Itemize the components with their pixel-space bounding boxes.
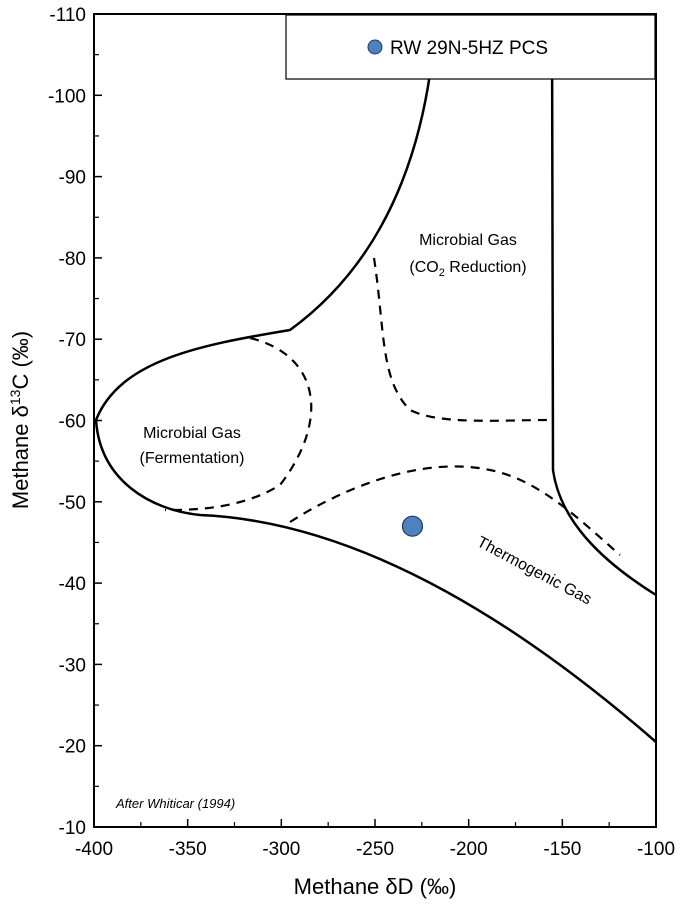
co2-label-line2: (CO2 Reduction) [409, 259, 526, 279]
y-tick-label: -110 [49, 5, 86, 26]
boundary-solid-right [550, 13, 657, 597]
tick-marks [93, 13, 657, 828]
y-tick-label: -100 [48, 86, 86, 107]
boundary-dashed-fermentation [164, 336, 313, 512]
co2-label-suffix: Reduction) [445, 259, 527, 276]
y-tick-label: -30 [59, 655, 86, 676]
x-tick-label: -300 [262, 839, 300, 860]
boundary-dashed-co2 [372, 257, 549, 422]
boundary-dashed-thermogenic [289, 465, 621, 556]
boundary-solid-outer [94, 13, 657, 743]
y-axis-title: Methane δ13C (‰) [7, 331, 33, 509]
data-point [401, 515, 424, 537]
y-tick-label: -80 [59, 249, 86, 270]
thermogenic-label: Thermogenic Gas [474, 534, 594, 609]
co2-label-prefix: (CO [409, 259, 438, 276]
co2-label-sub: 2 [439, 267, 445, 279]
plot-frame [93, 13, 657, 828]
classification-boundaries [94, 13, 657, 743]
legend: RW 29N-5HZ PCS [285, 14, 656, 80]
y-tick-label: -20 [59, 737, 86, 758]
legend-label: RW 29N-5HZ PCS [390, 38, 548, 59]
y-tick-label: -40 [59, 574, 86, 595]
x-tick-label: -150 [543, 839, 581, 860]
co2-label-line1: Microbial Gas [419, 232, 517, 249]
legend-box [285, 14, 656, 80]
y-tick-label: -10 [59, 818, 86, 839]
x-tick-label: -250 [356, 839, 394, 860]
fermentation-label-line2: (Fermentation) [140, 450, 245, 467]
y-tick-label: -90 [59, 168, 86, 189]
legend-marker [367, 39, 383, 55]
x-axis-title: Methane δD (‰) [294, 874, 457, 899]
y-axis-title-sup: 13 [7, 389, 23, 405]
y-tick-label: -70 [59, 330, 86, 351]
x-tick-label: -400 [75, 839, 113, 860]
y-axis-title-prefix: Methane δ [8, 405, 33, 509]
y-tick-label: -60 [59, 412, 86, 433]
x-tick-label: -350 [169, 839, 207, 860]
y-tick-label: -50 [59, 493, 86, 514]
x-tick-label: -100 [637, 839, 675, 860]
y-axis-title-suffix: C (‰) [8, 331, 33, 390]
x-tick-label: -200 [450, 839, 488, 860]
fermentation-label-line1: Microbial Gas [143, 425, 241, 442]
annotation-after-whiticar: After Whiticar (1994) [115, 796, 235, 811]
